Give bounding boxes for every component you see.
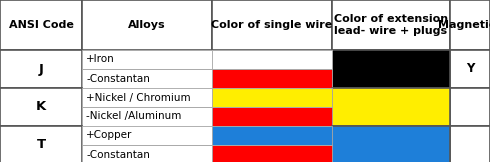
Text: T: T bbox=[36, 139, 46, 151]
Bar bbox=[82, 126, 212, 145]
Text: Magnetic?: Magnetic? bbox=[438, 20, 490, 30]
Bar bbox=[82, 107, 212, 126]
Bar bbox=[332, 126, 450, 162]
Bar bbox=[212, 126, 332, 145]
Text: Alloys: Alloys bbox=[128, 20, 166, 30]
Bar bbox=[450, 50, 490, 88]
Bar bbox=[82, 145, 212, 162]
Bar bbox=[332, 88, 450, 126]
Bar bbox=[332, 50, 450, 88]
Bar bbox=[82, 69, 212, 88]
Text: +Nickel / Chromium: +Nickel / Chromium bbox=[86, 93, 191, 103]
Bar bbox=[332, 0, 450, 50]
Bar bbox=[212, 69, 332, 88]
Bar bbox=[82, 88, 212, 107]
Bar bbox=[0, 88, 82, 126]
Text: -Constantan: -Constantan bbox=[86, 74, 150, 83]
Bar bbox=[0, 126, 82, 162]
Bar bbox=[0, 50, 82, 88]
Text: Color of single wire: Color of single wire bbox=[211, 20, 333, 30]
Bar bbox=[212, 145, 332, 162]
Text: -Nickel /Aluminum: -Nickel /Aluminum bbox=[86, 111, 181, 122]
Text: Color of extension
lead- wire + plugs: Color of extension lead- wire + plugs bbox=[334, 14, 448, 36]
Text: Y: Y bbox=[466, 63, 474, 75]
Bar bbox=[450, 0, 490, 50]
Bar bbox=[82, 0, 212, 50]
Bar bbox=[450, 88, 490, 126]
Text: K: K bbox=[36, 100, 46, 114]
Text: +Iron: +Iron bbox=[86, 54, 115, 64]
Text: J: J bbox=[39, 63, 44, 75]
Text: ANSI Code: ANSI Code bbox=[8, 20, 74, 30]
Bar bbox=[450, 126, 490, 162]
Bar bbox=[212, 88, 332, 107]
Text: -Constantan: -Constantan bbox=[86, 150, 150, 160]
Bar bbox=[0, 0, 82, 50]
Bar bbox=[82, 50, 212, 69]
Text: +Copper: +Copper bbox=[86, 131, 132, 140]
Bar bbox=[212, 0, 332, 50]
Bar bbox=[212, 50, 332, 69]
Bar bbox=[212, 107, 332, 126]
